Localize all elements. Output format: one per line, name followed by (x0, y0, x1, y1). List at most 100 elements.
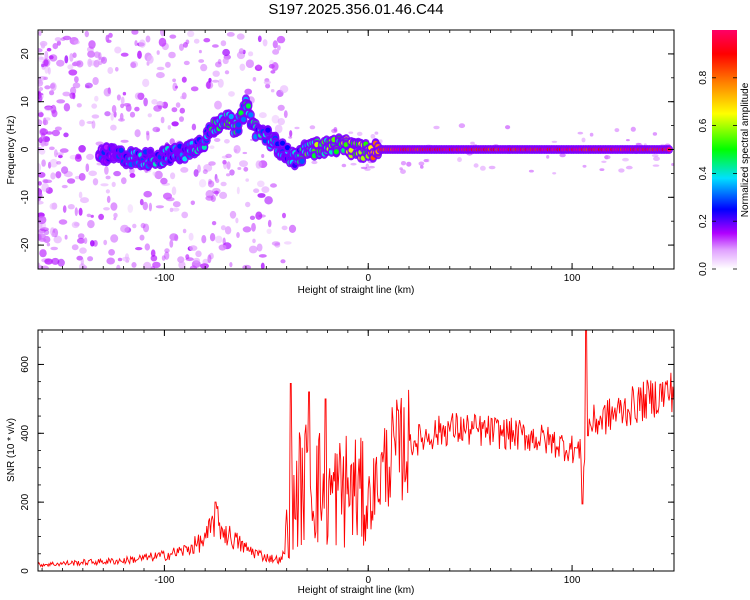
ridge-cell (236, 122, 242, 128)
spectrogram-ytick-label: -20 (20, 237, 31, 252)
noise-speckle (121, 256, 131, 262)
noise-speckle (277, 118, 285, 126)
spectrogram-ytick-label: 20 (20, 48, 31, 60)
noise-speckle (137, 50, 142, 59)
noise-speckle (622, 157, 629, 162)
noise-speckle (212, 187, 221, 194)
noise-speckle (270, 70, 276, 74)
noise-speckle (44, 106, 53, 112)
noise-speckle (206, 81, 211, 89)
noise-speckle (239, 63, 246, 71)
noise-speckle (91, 103, 98, 109)
snr-ylabel: SNR (10 * v/v) (6, 418, 17, 482)
noise-speckle (559, 153, 566, 158)
noise-speckle (183, 60, 190, 66)
noise-speckle (200, 263, 209, 269)
noise-speckle (51, 129, 61, 137)
noise-speckle (169, 207, 174, 213)
noise-speckle (45, 187, 53, 194)
ridge-cell (280, 140, 286, 146)
noise-speckle (220, 40, 227, 47)
noise-speckle (229, 169, 235, 176)
ridge-cell (182, 156, 188, 162)
noise-speckle (220, 181, 227, 187)
noise-speckle (110, 234, 119, 243)
noise-speckle (73, 222, 80, 227)
noise-speckle (195, 250, 202, 258)
noise-speckle (142, 201, 148, 211)
noise-speckle (218, 244, 227, 251)
noise-speckle (113, 170, 121, 177)
noise-speckle (252, 238, 256, 244)
noise-speckle (86, 153, 94, 160)
snr-xtick-label: -100 (154, 575, 174, 586)
noise-speckle (56, 152, 64, 156)
noise-speckle (143, 190, 152, 198)
noise-speckle (93, 59, 100, 68)
noise-speckle (51, 232, 56, 238)
noise-speckle (426, 158, 430, 163)
noise-speckle (179, 116, 184, 122)
noise-speckle (38, 200, 44, 205)
ridge-cell (228, 113, 234, 120)
noise-speckle (257, 180, 265, 188)
noise-speckle (245, 201, 251, 208)
noise-speckle (143, 261, 152, 269)
noise-speckle (84, 30, 90, 38)
noise-speckle (140, 222, 146, 229)
noise-speckle (38, 76, 47, 81)
noise-speckle (71, 244, 79, 251)
noise-speckle (43, 76, 48, 81)
noise-speckle (56, 161, 62, 165)
noise-speckle (56, 99, 66, 104)
spectrogram-ytick-label: 10 (20, 96, 31, 108)
noise-speckle (546, 155, 550, 159)
noise-speckle (38, 181, 42, 186)
noise-speckle (356, 131, 363, 136)
noise-speckle (84, 82, 93, 89)
noise-speckle (108, 249, 115, 256)
noise-speckle (88, 170, 97, 177)
noise-speckle (152, 261, 161, 269)
noise-speckle (155, 205, 164, 209)
noise-speckle (61, 166, 69, 174)
noise-speckle (106, 39, 112, 43)
snr-ytick-label: 200 (20, 493, 31, 510)
noise-speckle (244, 88, 252, 95)
noise-speckle (86, 121, 94, 124)
ridge-cell (333, 149, 339, 155)
noise-speckle (150, 249, 156, 257)
noise-speckle (113, 212, 118, 218)
noise-speckle (262, 39, 268, 47)
noise-speckle (76, 255, 83, 261)
noise-speckle (193, 38, 200, 44)
noise-speckle (190, 200, 195, 206)
noise-speckle (171, 107, 178, 113)
noise-speckle (255, 211, 263, 220)
noise-speckle (120, 139, 129, 143)
noise-speckle (146, 55, 154, 64)
noise-speckle (252, 77, 257, 82)
noise-speckle (183, 42, 188, 48)
noise-speckle (225, 153, 232, 159)
noise-speckle (63, 132, 69, 138)
noise-speckle (245, 178, 249, 182)
noise-speckle (165, 61, 171, 68)
noise-speckle (181, 211, 189, 219)
noise-speckle (67, 178, 76, 184)
noise-speckle (288, 136, 293, 139)
snr-xtick-label: 0 (365, 575, 371, 586)
noise-speckle (74, 76, 79, 83)
colorbar-tick-label: 0.4 (698, 166, 709, 180)
noise-speckle (288, 224, 297, 233)
noise-speckle (294, 126, 300, 130)
noise-speckle (272, 40, 278, 49)
ridge-cell (236, 128, 242, 134)
noise-speckle (370, 134, 376, 139)
noise-speckle (108, 32, 113, 38)
noise-speckle (38, 110, 43, 114)
noise-speckle (134, 106, 140, 112)
snr-xtick-label: 100 (564, 575, 581, 586)
noise-speckle (49, 158, 58, 168)
noise-speckle (103, 207, 110, 211)
